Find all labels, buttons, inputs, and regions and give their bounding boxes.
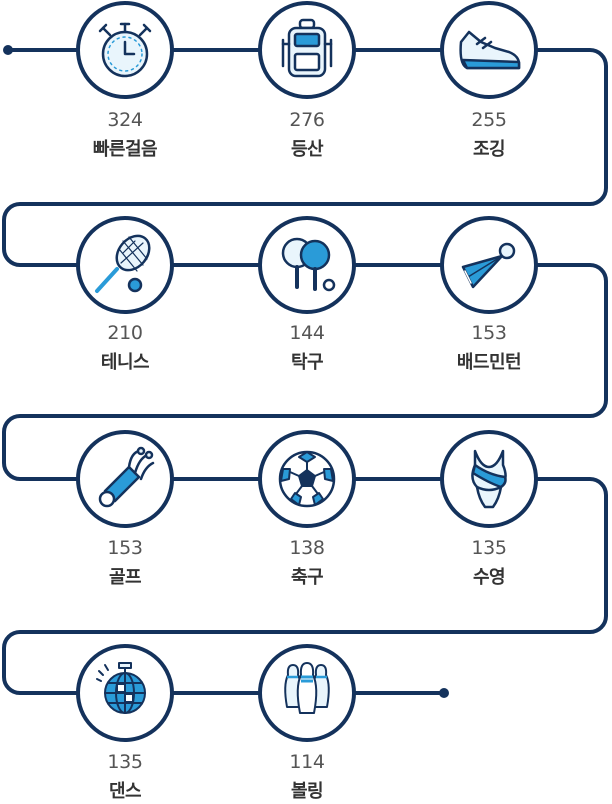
item-label: 수영 <box>472 567 506 588</box>
timeline-start-dot <box>3 45 13 55</box>
running-shoe-icon <box>459 30 521 70</box>
node-circle-5 <box>258 216 356 314</box>
node-circle-11 <box>258 644 356 742</box>
node-circle-3 <box>440 1 538 99</box>
timeline-item: 114 볼링 <box>227 751 387 803</box>
node-circle-8 <box>258 430 356 528</box>
shuttlecock-icon <box>461 242 516 289</box>
item-value: 210 <box>107 322 143 344</box>
timeline-item: 255 조깅 <box>409 109 569 161</box>
timeline-item: 135 댄스 <box>45 751 205 803</box>
timeline-item: 135 수영 <box>409 537 569 589</box>
timeline-end-dot <box>439 688 449 698</box>
stopwatch-icon <box>98 22 152 78</box>
item-value: 276 <box>289 109 325 131</box>
item-label: 테니스 <box>100 352 150 373</box>
item-value: 138 <box>289 537 325 559</box>
item-value: 153 <box>107 537 143 559</box>
node-circle-9 <box>440 430 538 528</box>
bowling-pins-icon <box>284 662 330 714</box>
soccer-ball-icon <box>278 450 336 508</box>
node-circle-1 <box>76 1 174 99</box>
item-label: 탁구 <box>290 352 324 373</box>
disco-ball-icon <box>96 662 146 714</box>
item-label: 볼링 <box>290 781 324 802</box>
timeline-item: 324 빠른걸음 <box>45 109 205 161</box>
timeline-item: 153 배드민턴 <box>409 322 569 374</box>
item-value: 144 <box>289 322 325 344</box>
item-label: 골프 <box>108 567 142 588</box>
node-circle-4 <box>76 216 174 314</box>
tennis-racket-icon <box>95 234 151 293</box>
item-value: 324 <box>107 109 143 131</box>
timeline-item: 276 등산 <box>227 109 387 161</box>
backpack-icon <box>281 18 333 78</box>
swimsuit-icon <box>471 449 507 509</box>
node-circle-7 <box>76 430 174 528</box>
timeline-item: 144 탁구 <box>227 322 387 374</box>
ping-pong-paddle-icon <box>281 237 336 292</box>
timeline-path <box>2 48 608 695</box>
item-label: 축구 <box>290 567 324 588</box>
item-label: 배드민턴 <box>456 352 522 373</box>
node-circle-2 <box>258 1 356 99</box>
item-label: 빠른걸음 <box>92 139 158 160</box>
item-value: 255 <box>471 109 507 131</box>
golf-bag-icon <box>98 446 155 508</box>
timeline-item: 153 골프 <box>45 537 205 589</box>
node-circle-6 <box>440 216 538 314</box>
node-circle-10 <box>76 644 174 742</box>
item-value: 153 <box>471 322 507 344</box>
item-label: 조깅 <box>472 139 506 160</box>
item-value: 114 <box>289 751 325 773</box>
timeline-item: 210 테니스 <box>45 322 205 374</box>
timeline-item: 138 축구 <box>227 537 387 589</box>
item-value: 135 <box>471 537 507 559</box>
item-value: 135 <box>107 751 143 773</box>
item-label: 등산 <box>290 139 324 160</box>
item-label: 댄스 <box>108 781 142 802</box>
